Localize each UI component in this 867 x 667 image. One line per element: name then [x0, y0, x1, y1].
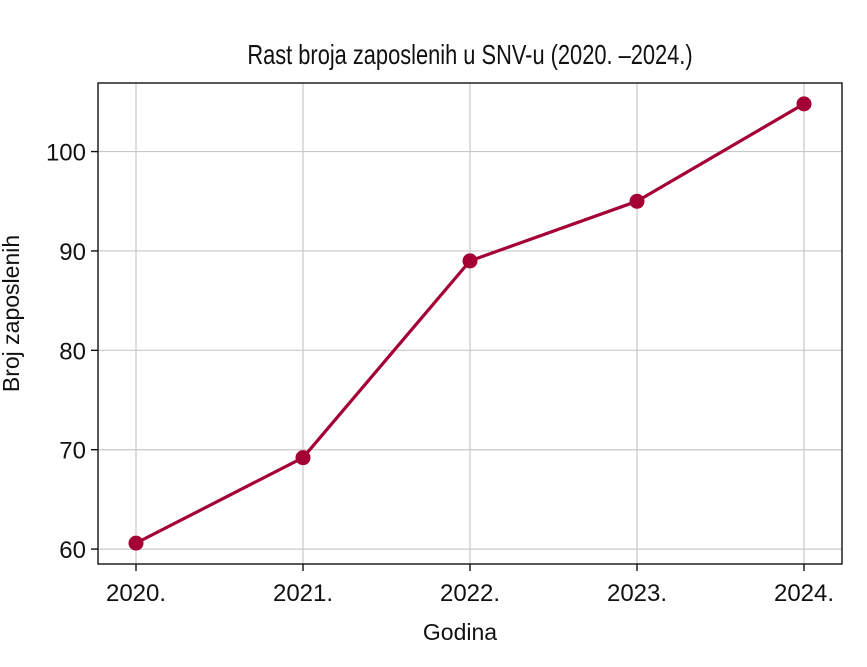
y-axis-label: Broj zaposlenih: [0, 235, 24, 392]
y-tick-label: 70: [59, 438, 86, 465]
data-point: [462, 253, 478, 269]
x-tick-label: 2022.: [440, 580, 500, 607]
x-tick-label: 2020.: [106, 580, 166, 607]
x-axis-label: Godina: [423, 619, 497, 645]
y-tick-label: 60: [59, 537, 86, 564]
chart-title: Rast broja zaposlenih u SNV-u (2020. –20…: [247, 39, 692, 70]
y-tick-label: 90: [59, 239, 86, 266]
y-tick-label: 100: [46, 140, 86, 167]
grid-layer: [98, 83, 842, 564]
x-tick-label: 2024.: [774, 580, 834, 607]
data-point: [629, 193, 645, 209]
data-point: [295, 450, 311, 466]
x-tick-label: 2021.: [273, 580, 333, 607]
series-layer: [128, 96, 812, 551]
y-tick-label: 80: [59, 338, 86, 365]
tick-layer: 2020. 2021. 2022. 2023. 2024. 60 70 80 90 100: [46, 140, 834, 607]
data-point: [128, 535, 144, 551]
x-tick-label: 2023.: [607, 580, 667, 607]
data-point: [796, 96, 812, 112]
